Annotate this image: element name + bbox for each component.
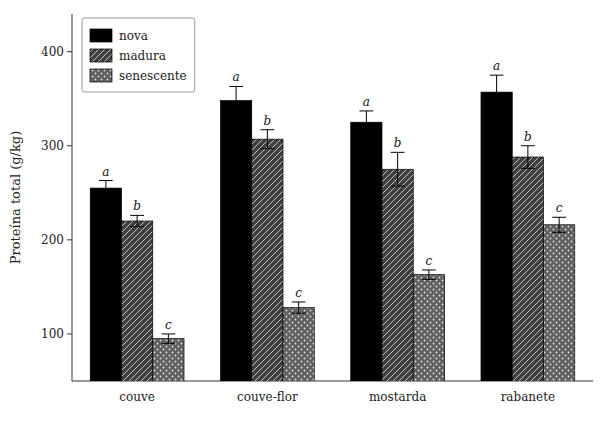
x-tick-label: couve xyxy=(119,390,155,404)
y-tick xyxy=(67,333,72,334)
legend-item: nova xyxy=(90,29,148,43)
bar xyxy=(121,221,152,381)
letter-label: b xyxy=(133,199,141,213)
y-tick-label: 100 xyxy=(41,327,64,341)
letter-label: c xyxy=(295,286,302,300)
letter-label: a xyxy=(493,59,500,73)
legend-item: senescente xyxy=(90,69,187,83)
bar xyxy=(220,101,251,381)
letter-label: b xyxy=(394,136,402,150)
legend-label: senescente xyxy=(119,69,187,83)
x-tick-label: rabanete xyxy=(501,390,555,404)
letter-label: a xyxy=(102,165,109,179)
y-tick-label: 300 xyxy=(41,139,64,153)
y-tick xyxy=(67,145,72,146)
error-bar xyxy=(162,334,176,343)
error-bar xyxy=(490,75,504,109)
x-tick-label: couve-flor xyxy=(237,390,298,404)
legend-label: nova xyxy=(119,29,148,43)
y-axis-line xyxy=(72,14,73,381)
error-bar xyxy=(521,146,535,169)
letter-label: c xyxy=(165,318,172,332)
legend-label: madura xyxy=(119,49,166,63)
chart: 100 200 300 400 couve couve-flor mostarda raban… xyxy=(0,0,609,421)
legend-swatch xyxy=(90,49,112,62)
letter-label: a xyxy=(233,70,240,84)
error-bar xyxy=(552,217,566,232)
bar xyxy=(153,339,184,381)
letter-label: b xyxy=(524,130,532,144)
legend-frame xyxy=(82,18,195,92)
legend: nova madura senescente xyxy=(82,18,195,92)
error-bars xyxy=(99,75,566,343)
bar xyxy=(90,188,121,381)
error-bar xyxy=(391,152,405,186)
bar xyxy=(544,225,575,381)
bar xyxy=(283,308,314,381)
error-bar xyxy=(229,86,243,114)
error-bar xyxy=(292,302,306,313)
letter-label: c xyxy=(426,254,433,268)
letter-label: a xyxy=(363,95,370,109)
bar xyxy=(413,275,444,381)
bar xyxy=(512,157,543,381)
bars xyxy=(90,92,575,381)
bar xyxy=(351,122,382,381)
error-bar xyxy=(130,215,144,226)
bar xyxy=(252,139,283,381)
bar xyxy=(382,169,413,381)
legend-swatch xyxy=(90,69,112,82)
y-axis-label: Proteína total (g/kg) xyxy=(8,131,23,264)
letter-label: c xyxy=(556,201,563,215)
bar xyxy=(481,92,512,381)
x-tick-label: mostarda xyxy=(369,390,426,404)
y-tick-label: 200 xyxy=(41,233,64,247)
error-bar xyxy=(260,130,274,149)
annotations: a a a a b b b b c c c c xyxy=(102,59,562,332)
legend-item: madura xyxy=(90,49,166,63)
error-bar xyxy=(99,181,113,196)
y-tick-label: 400 xyxy=(41,45,64,59)
error-bar xyxy=(422,270,436,279)
error-bar xyxy=(359,111,373,134)
y-tick xyxy=(67,239,72,240)
legend-swatch xyxy=(90,29,112,42)
letter-label: b xyxy=(264,114,272,128)
y-tick xyxy=(67,51,72,52)
